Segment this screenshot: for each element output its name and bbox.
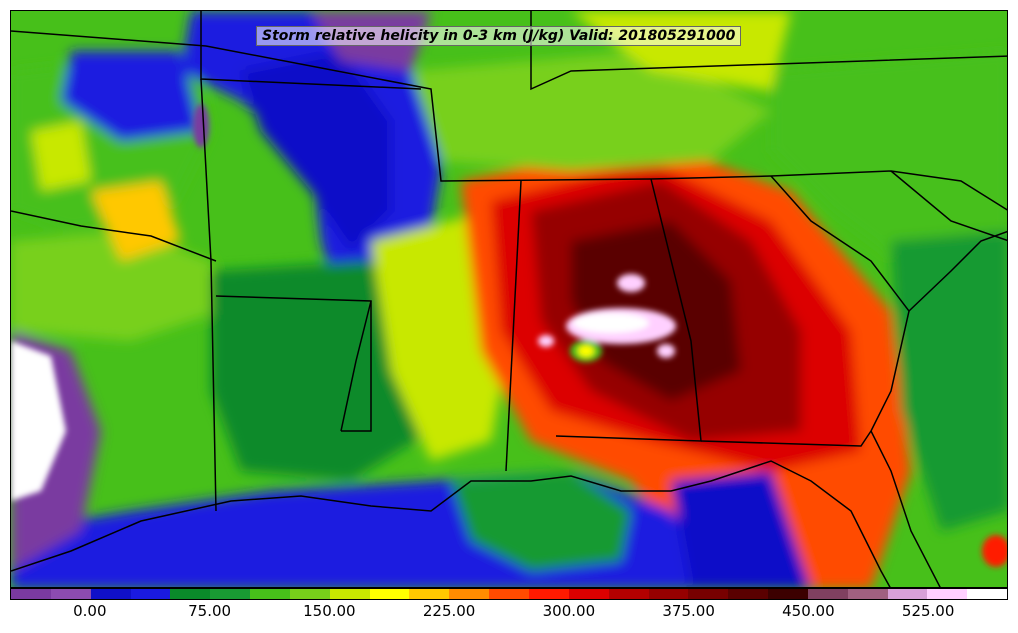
colorbar-segment bbox=[250, 589, 290, 599]
border-ga-fl bbox=[700, 430, 872, 447]
contour-core-maroon bbox=[571, 221, 741, 401]
border-red-river bbox=[11, 210, 217, 262]
contour-peak-north bbox=[617, 274, 645, 292]
contour-gulf-green bbox=[451, 471, 631, 571]
contour-eye-yellow bbox=[578, 345, 594, 357]
colorbar-tick-label: 0.00 bbox=[73, 602, 107, 620]
colorbar-segment bbox=[170, 589, 211, 599]
colorbar-segment bbox=[90, 589, 131, 599]
colorbar bbox=[10, 588, 1008, 600]
contour-plains-south bbox=[11, 231, 221, 341]
border-arkansas-louisiana bbox=[215, 295, 372, 432]
contour-texas-white bbox=[11, 341, 66, 501]
colorbar-tick-label: 375.00 bbox=[662, 602, 715, 620]
colorbar-ticks: 0.00 75.00 150.00 225.00 300.00 375.00 450.00 5… bbox=[10, 600, 1008, 633]
coastline-gulf bbox=[11, 460, 891, 587]
colorbar-segment bbox=[11, 589, 51, 599]
colorbar-tick-label: 75.00 bbox=[188, 602, 232, 620]
colorbar-segment bbox=[369, 589, 410, 599]
contour-ozark-purple bbox=[193, 104, 209, 148]
coastline-atlantic bbox=[908, 230, 1007, 312]
colorbar-segment bbox=[329, 589, 370, 599]
colorbar-segment bbox=[568, 589, 609, 599]
border-al-ga bbox=[555, 178, 702, 442]
contour-peak-west bbox=[538, 335, 554, 347]
colorbar-segment bbox=[728, 589, 769, 599]
map-panel: Storm relative helicity in 0-3 km (J/kg)… bbox=[10, 10, 1008, 588]
border-nc-sc bbox=[890, 170, 1007, 242]
contour-eastgulf-blue bbox=[671, 471, 811, 587]
colorbar-segment bbox=[648, 589, 689, 599]
contour-tennessee-lime bbox=[411, 51, 771, 171]
border-ga-sc bbox=[770, 175, 910, 432]
helicity-map bbox=[11, 11, 1007, 587]
contour-peak-east bbox=[657, 344, 675, 358]
colorbar-segment bbox=[967, 589, 1008, 599]
colorbar-segment bbox=[688, 589, 729, 599]
contour-carolinas-green bbox=[771, 51, 1007, 271]
boundary-lines bbox=[11, 11, 1007, 587]
border-mississippi-river bbox=[340, 300, 372, 432]
contour-se-red bbox=[982, 535, 1007, 567]
colorbar-segment bbox=[807, 589, 848, 599]
contour-louisiana-green bbox=[211, 261, 431, 481]
colorbar-tick-label: 450.00 bbox=[782, 602, 835, 620]
border-oklahoma-texas bbox=[200, 78, 217, 512]
contour-peak-white bbox=[573, 313, 649, 333]
colorbar-segment bbox=[608, 589, 649, 599]
contour-atlantic-green bbox=[891, 231, 1007, 531]
border-ky-tn bbox=[530, 11, 1007, 91]
colorbar-segment bbox=[887, 589, 928, 599]
colorbar-tick-label: 525.00 bbox=[901, 602, 955, 620]
colorbar-segment bbox=[528, 589, 569, 599]
contour-ozarks-blue bbox=[61, 51, 201, 141]
colorbar-segment bbox=[847, 589, 888, 599]
map-title: Storm relative helicity in 0-3 km (J/kg)… bbox=[256, 26, 742, 46]
colorbar-segment bbox=[449, 589, 490, 599]
colorbar-segment bbox=[130, 589, 171, 599]
colorbar-segment bbox=[289, 589, 330, 599]
border-ms-al bbox=[505, 180, 522, 472]
colorbar-tick-label: 300.00 bbox=[542, 602, 596, 620]
colorbar-segment bbox=[927, 589, 968, 599]
colorbar-tick-label: 225.00 bbox=[422, 602, 476, 620]
colorbar-segment bbox=[210, 589, 251, 599]
coastline-florida-atlantic bbox=[870, 430, 941, 587]
colorbar-segment bbox=[489, 589, 529, 599]
contour-west-yellow bbox=[31, 121, 91, 191]
colorbar-segment bbox=[50, 589, 91, 599]
colorbar-tick-label: 150.00 bbox=[303, 602, 356, 620]
colorbar-segment bbox=[768, 589, 808, 599]
contour-valley-deepblue bbox=[241, 51, 391, 251]
colorbar-segment bbox=[409, 589, 450, 599]
contour-texas-yellow bbox=[91, 181, 181, 261]
